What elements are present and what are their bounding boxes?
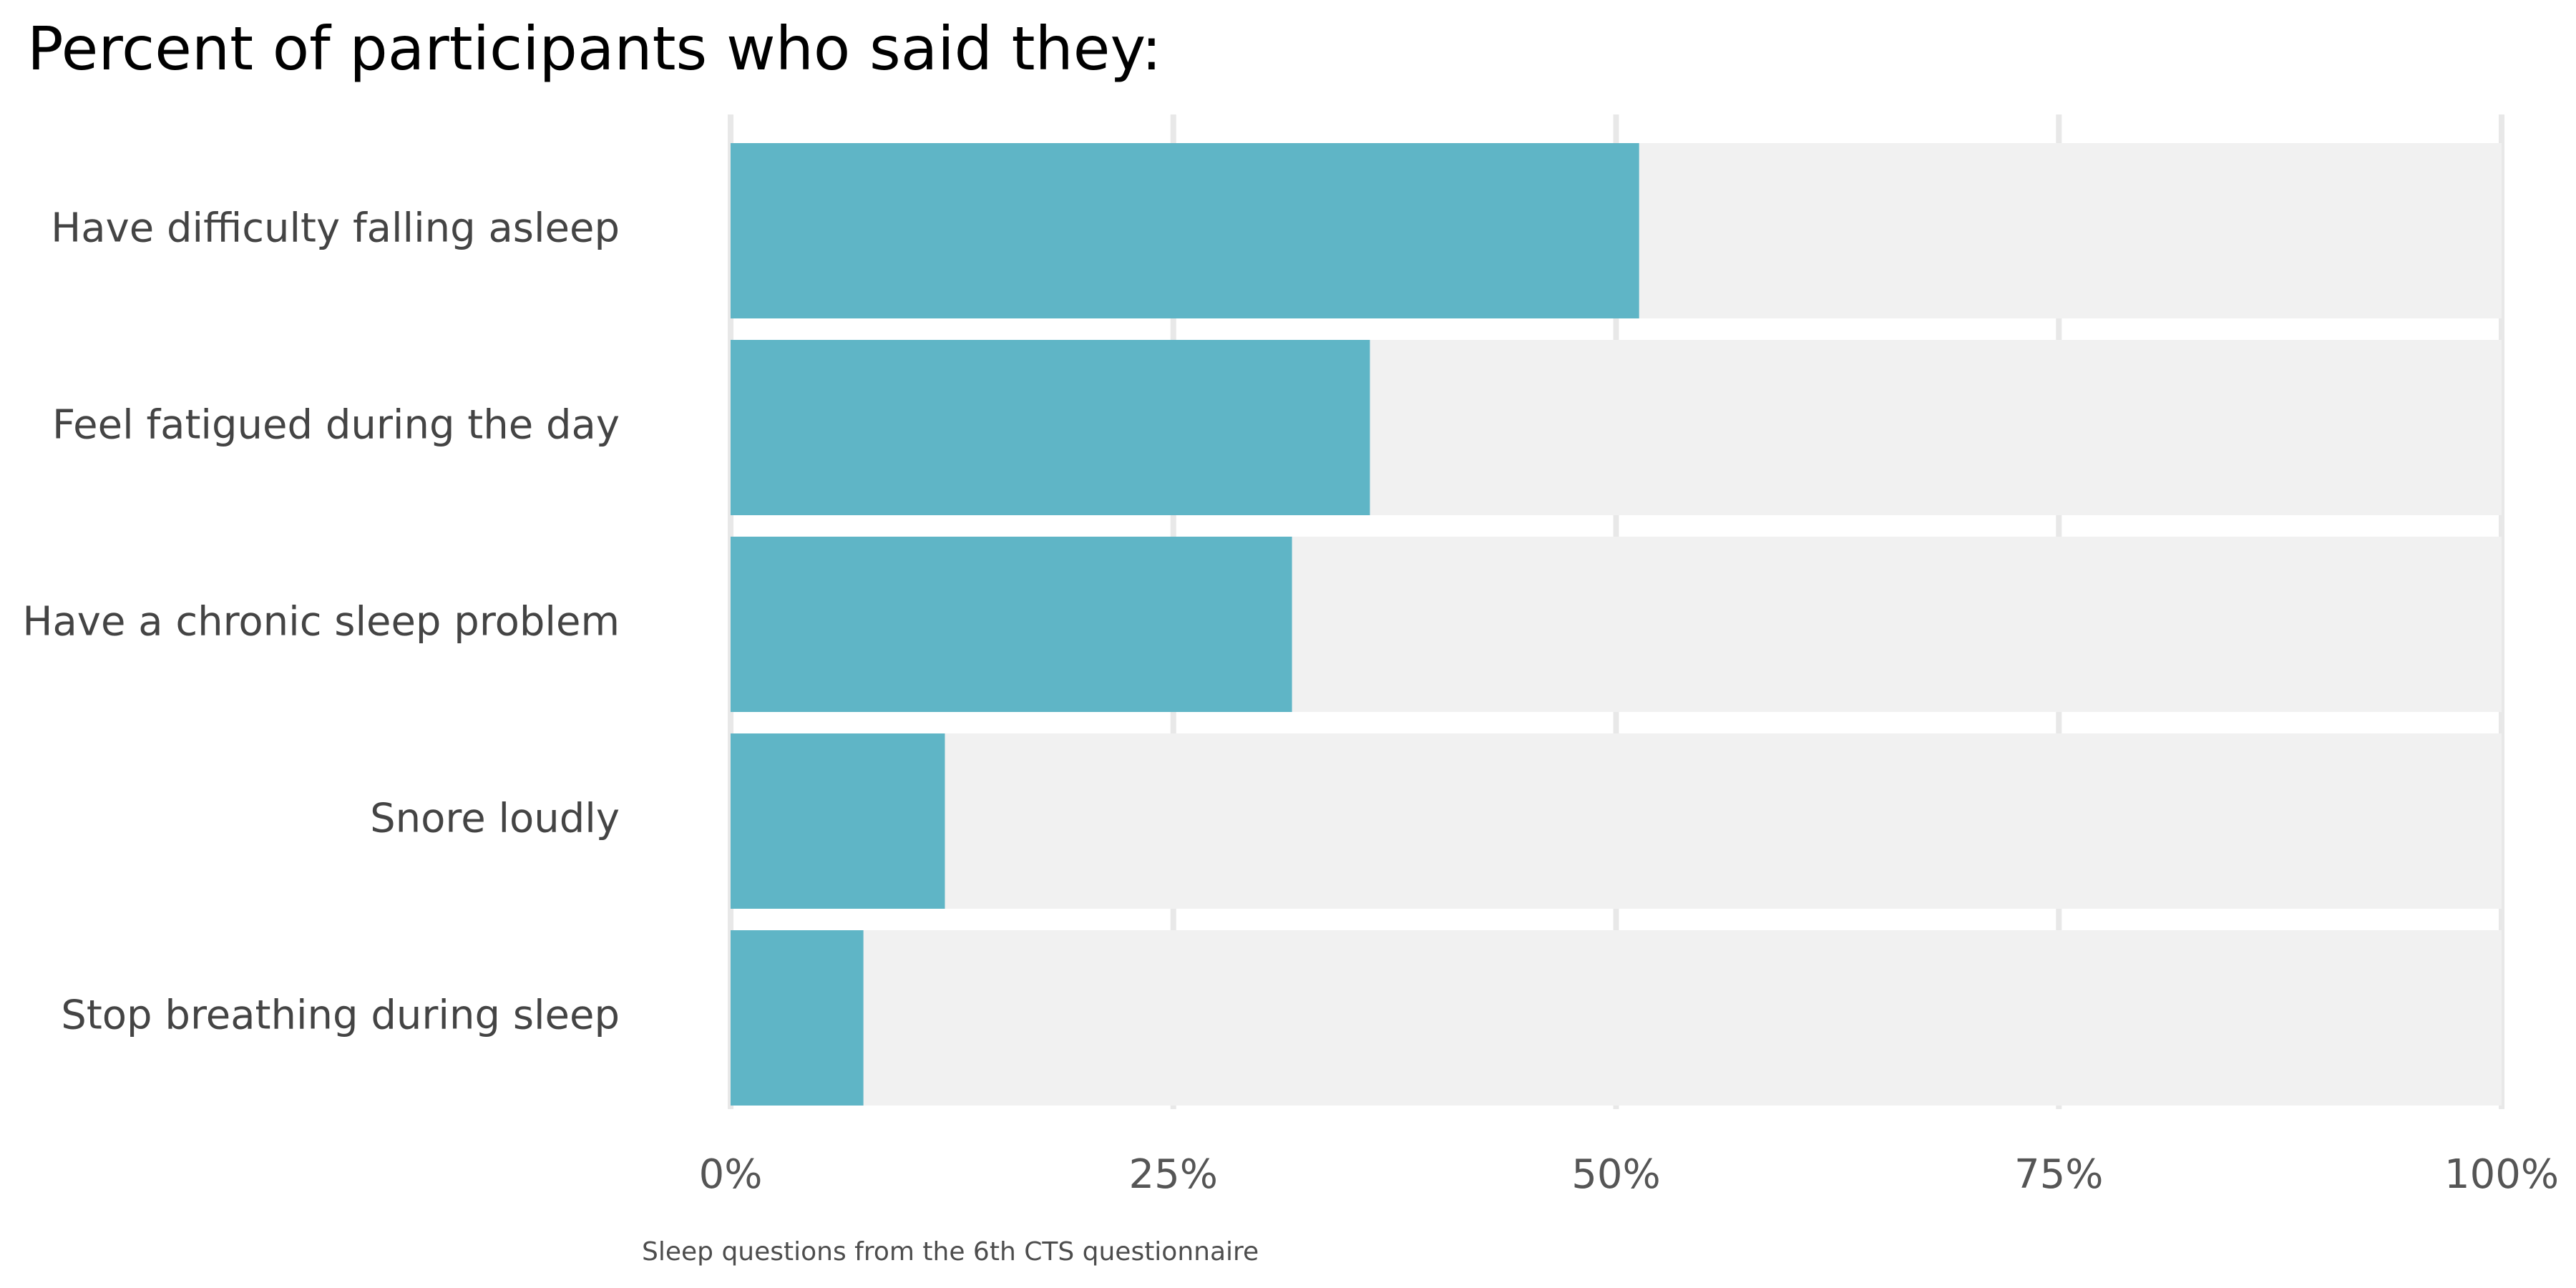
- bar-4: [731, 930, 864, 1106]
- bar-0: [731, 143, 1639, 318]
- bar-1: [731, 340, 1370, 515]
- category-label-2: Have a chronic sleep problem: [22, 599, 620, 645]
- category-label-1: Feel fatigued during the day: [52, 402, 620, 449]
- background-bar-4: [731, 930, 2502, 1106]
- bar-2: [731, 537, 1292, 712]
- x-tick-label-1: 25%: [1129, 1151, 1218, 1198]
- x-tick-label-0: 0%: [699, 1151, 763, 1198]
- category-label-4: Stop breathing during sleep: [61, 992, 620, 1039]
- chart-caption: Sleep questions from the 6th CTS questio…: [642, 1237, 1259, 1267]
- x-tick-label-3: 75%: [2014, 1151, 2103, 1198]
- chart-title: Percent of participants who said they:: [27, 14, 1162, 84]
- bar-3: [731, 733, 945, 909]
- x-tick-label-2: 50%: [1571, 1151, 1660, 1198]
- category-label-3: Snore loudly: [370, 796, 620, 842]
- background-bar-3: [731, 733, 2502, 909]
- x-tick-label-4: 100%: [2444, 1151, 2559, 1198]
- category-label-0: Have difficulty falling asleep: [51, 205, 620, 252]
